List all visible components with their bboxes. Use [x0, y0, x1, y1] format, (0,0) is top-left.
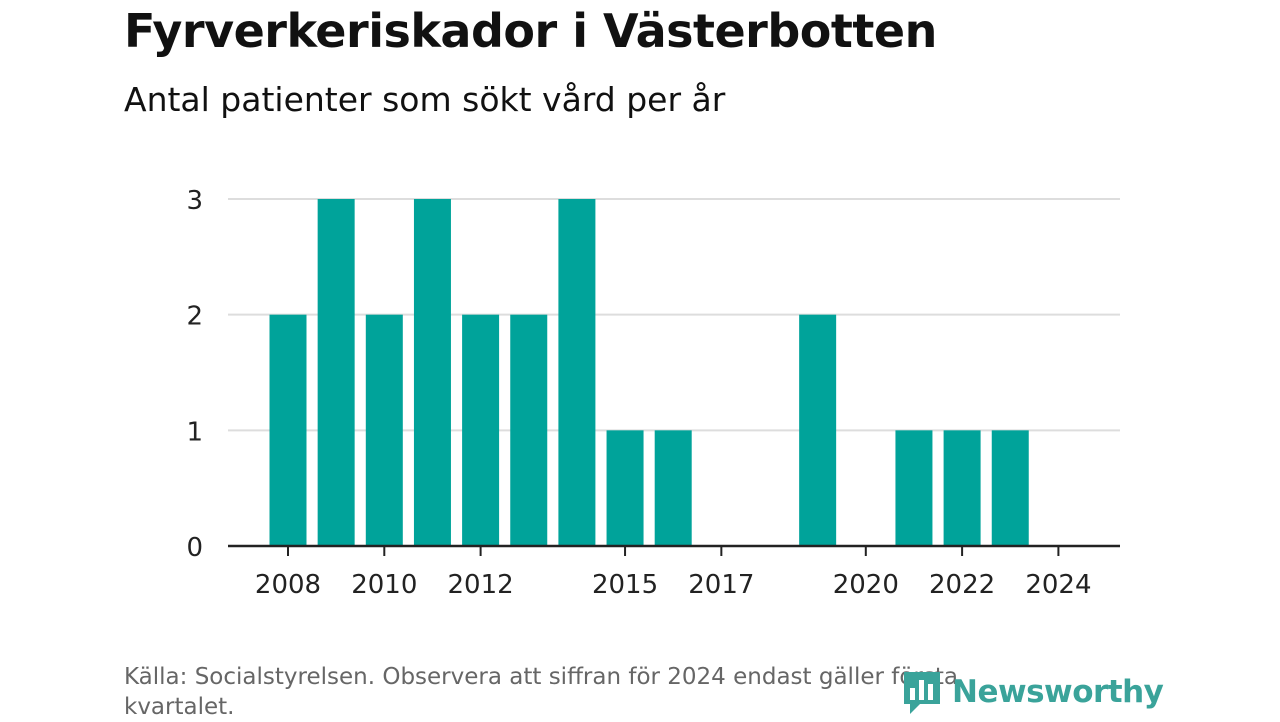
bar [510, 314, 548, 546]
x-tick-label: 2015 [592, 570, 658, 600]
y-tick-label: 0 [186, 533, 203, 563]
bar [895, 430, 933, 546]
bar [991, 430, 1029, 546]
y-tick-label: 1 [186, 417, 203, 447]
bar [269, 314, 307, 546]
y-tick-label: 2 [186, 302, 203, 332]
bar [606, 430, 644, 546]
bar [413, 199, 451, 546]
x-tick-label: 2024 [1025, 570, 1091, 600]
bar [943, 430, 981, 546]
bar [558, 199, 596, 546]
x-tick-label: 2008 [255, 570, 321, 600]
x-tick-label: 2012 [448, 570, 514, 600]
x-tick-label: 2022 [929, 570, 995, 600]
x-tick-label: 2017 [688, 570, 754, 600]
newsworthy-logo-icon [904, 672, 940, 714]
bar [462, 314, 500, 546]
bar-chart: 0 1 2 3 2008 2010 2012 2015 2017 2020 2022 2024 [186, 186, 1120, 600]
bar [365, 314, 403, 546]
newsworthy-logo: Newsworthy [900, 668, 1164, 716]
bar [317, 199, 355, 546]
x-tick-label: 2020 [833, 570, 899, 600]
bar [799, 314, 837, 546]
x-tick-label: 2010 [351, 570, 417, 600]
chart-subtitle: Antal patienter som sökt vård per år [124, 80, 726, 119]
y-tick-label: 3 [186, 186, 203, 216]
chart-title: Fyrverkeriskador i Västerbotten [124, 4, 937, 58]
newsworthy-logo-text: Newsworthy [952, 674, 1164, 710]
source-note: Källa: Socialstyrelsen. Observera att si… [124, 664, 958, 720]
bar [654, 430, 692, 546]
